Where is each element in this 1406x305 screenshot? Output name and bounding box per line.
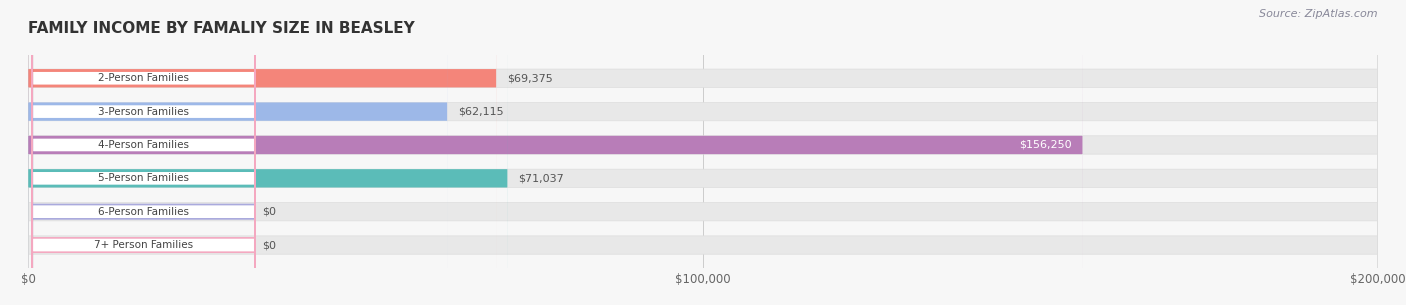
FancyBboxPatch shape [28, 0, 1378, 305]
Text: 6-Person Families: 6-Person Families [98, 207, 188, 217]
Text: 2-Person Families: 2-Person Families [98, 73, 188, 83]
FancyBboxPatch shape [32, 0, 254, 305]
FancyBboxPatch shape [28, 0, 1378, 305]
FancyBboxPatch shape [28, 0, 1378, 305]
FancyBboxPatch shape [32, 0, 254, 305]
FancyBboxPatch shape [28, 0, 1378, 305]
Text: 4-Person Families: 4-Person Families [98, 140, 188, 150]
Text: $0: $0 [262, 240, 276, 250]
FancyBboxPatch shape [32, 0, 254, 305]
FancyBboxPatch shape [28, 0, 508, 305]
Text: $71,037: $71,037 [519, 173, 564, 183]
FancyBboxPatch shape [32, 0, 254, 305]
Text: $156,250: $156,250 [1019, 140, 1071, 150]
FancyBboxPatch shape [28, 0, 496, 305]
FancyBboxPatch shape [28, 0, 1083, 305]
Text: $69,375: $69,375 [508, 73, 553, 83]
FancyBboxPatch shape [28, 0, 447, 305]
FancyBboxPatch shape [28, 0, 1378, 305]
Text: Source: ZipAtlas.com: Source: ZipAtlas.com [1260, 9, 1378, 19]
Text: $0: $0 [262, 207, 276, 217]
FancyBboxPatch shape [32, 0, 254, 305]
FancyBboxPatch shape [28, 0, 1378, 305]
Text: 7+ Person Families: 7+ Person Families [94, 240, 193, 250]
Text: 5-Person Families: 5-Person Families [98, 173, 188, 183]
Text: $62,115: $62,115 [458, 107, 503, 117]
FancyBboxPatch shape [32, 0, 254, 305]
Text: FAMILY INCOME BY FAMALIY SIZE IN BEASLEY: FAMILY INCOME BY FAMALIY SIZE IN BEASLEY [28, 21, 415, 36]
Text: 3-Person Families: 3-Person Families [98, 107, 188, 117]
